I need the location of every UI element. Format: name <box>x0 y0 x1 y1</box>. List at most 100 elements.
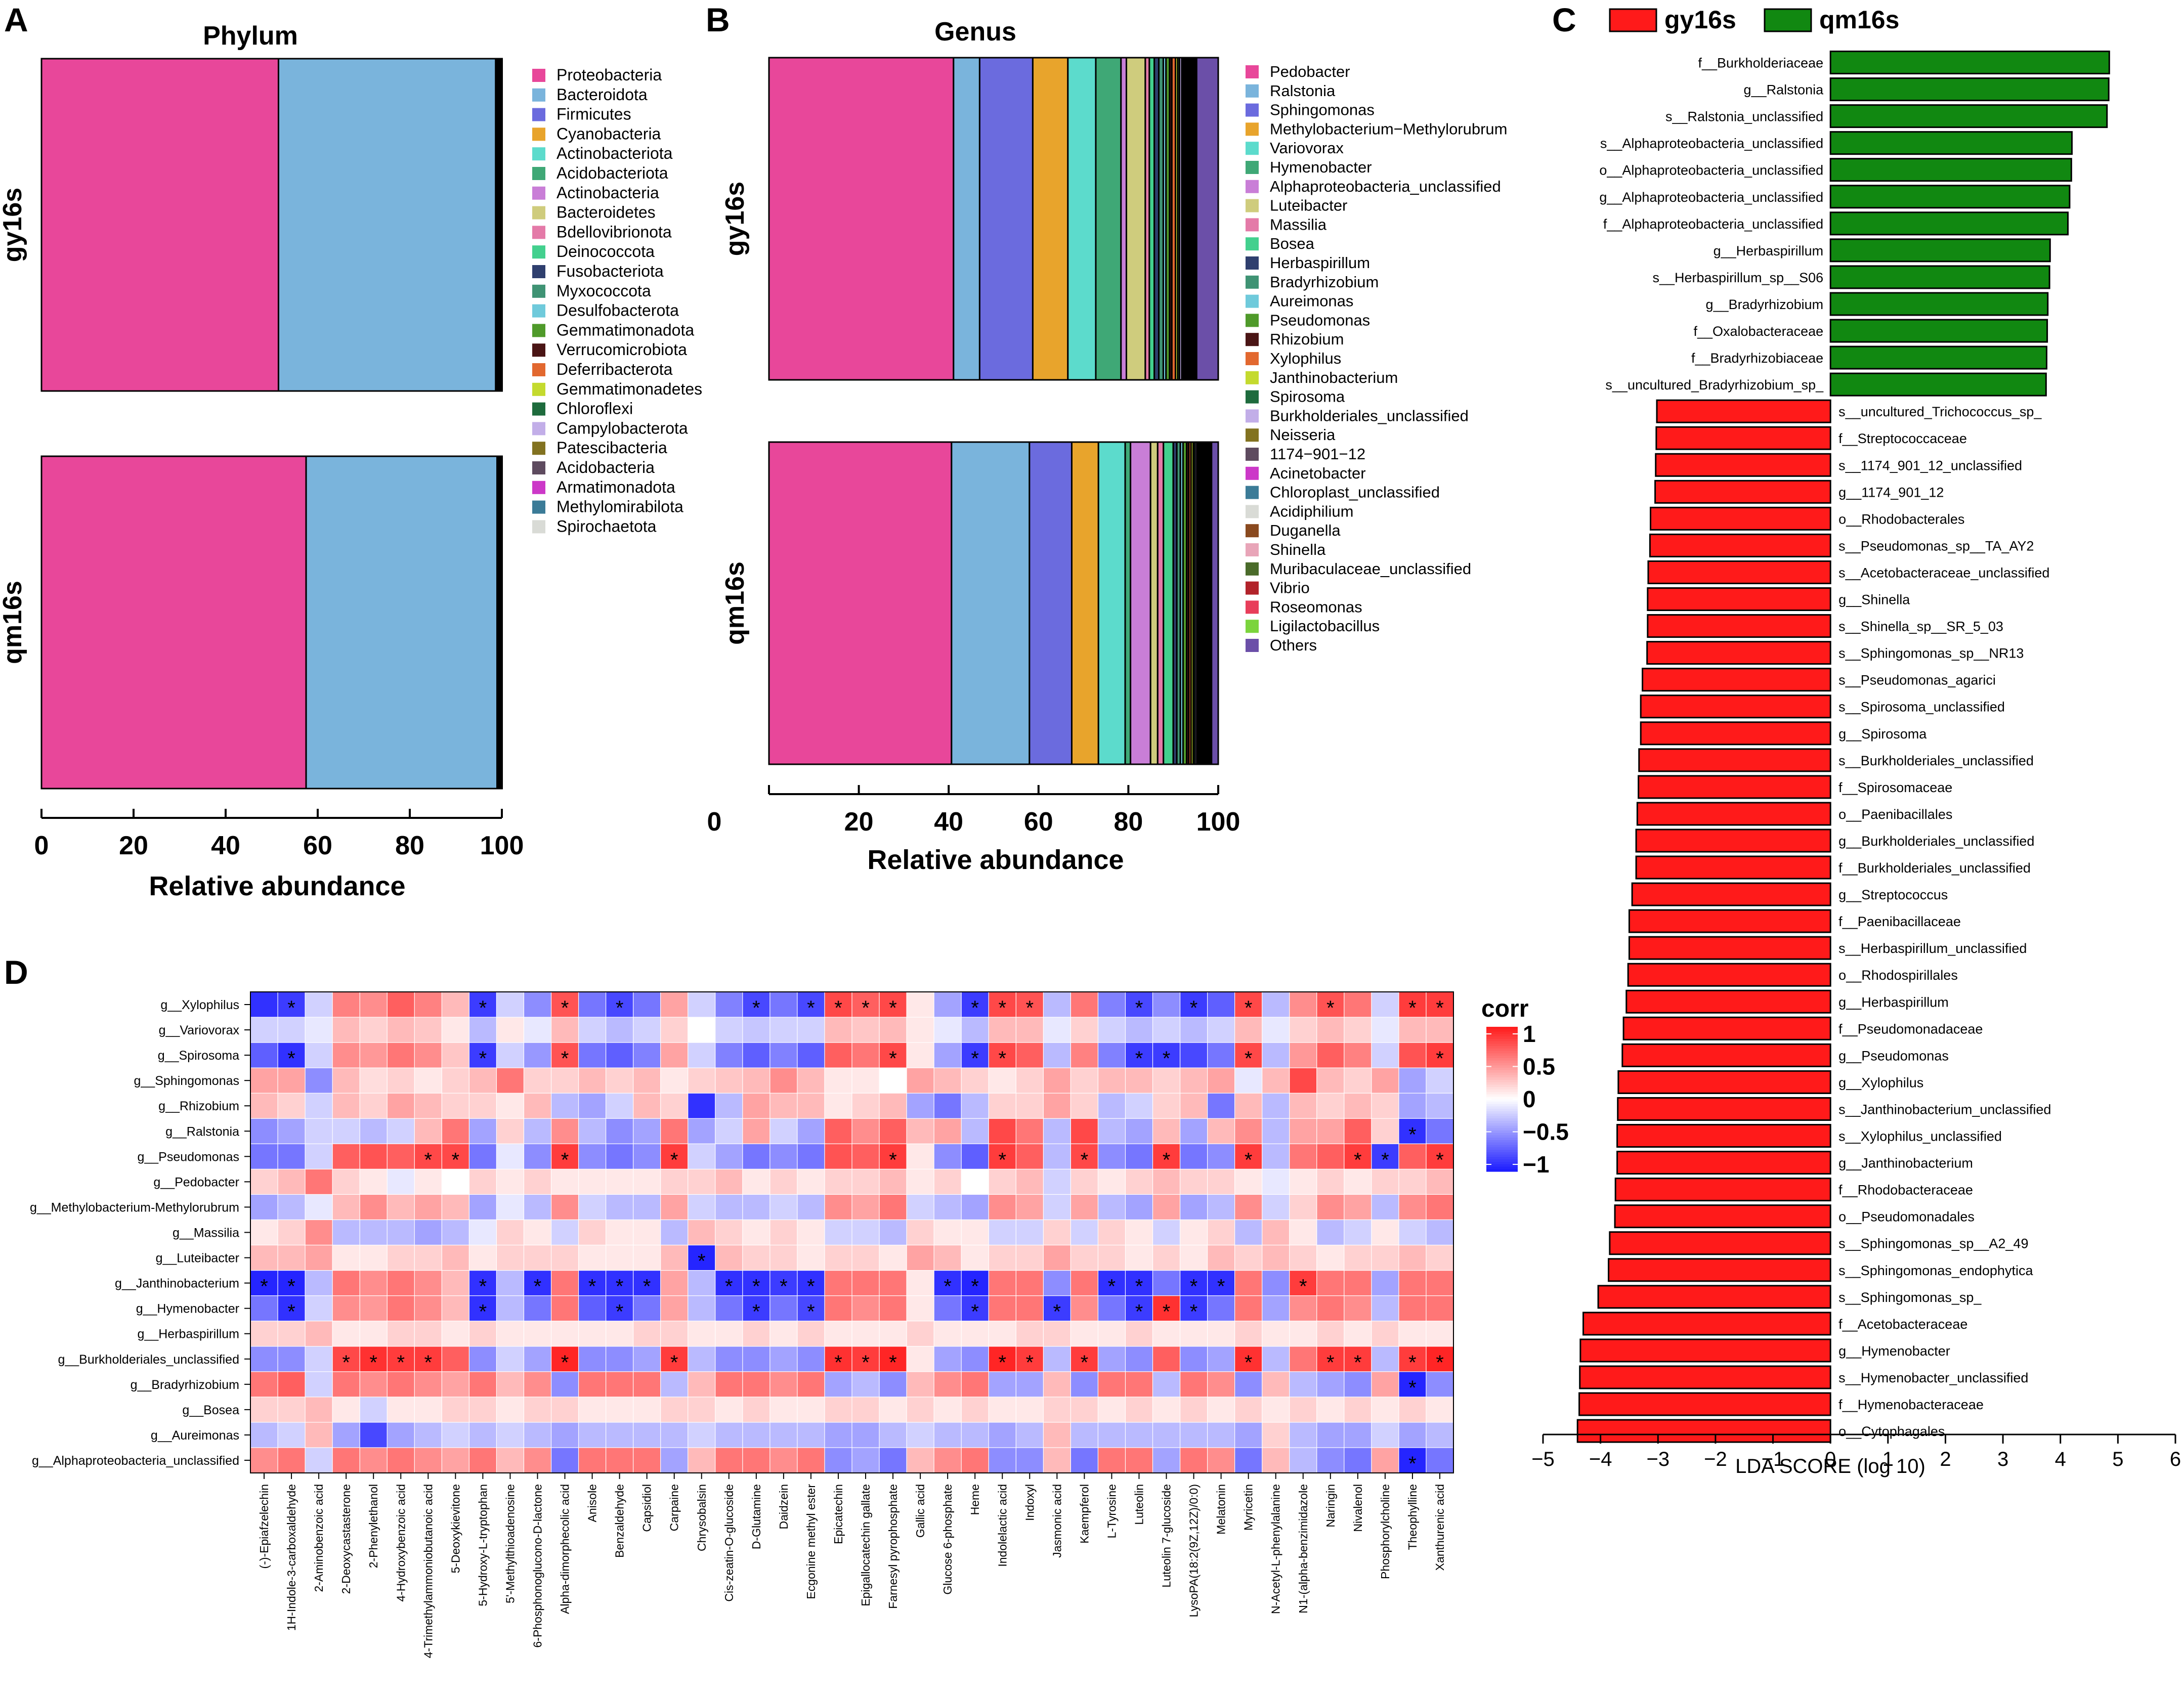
heatmap-cell <box>1207 991 1235 1018</box>
significance-star: * <box>369 1352 377 1374</box>
x-tick-label: 4 <box>2055 1448 2066 1470</box>
heatmap-cell <box>1125 1067 1153 1094</box>
lda-bar <box>1647 587 1831 612</box>
heatmap-cell <box>715 1422 743 1449</box>
heatmap-cell <box>468 1042 497 1069</box>
heatmap-cell <box>906 1397 935 1423</box>
heatmap-cell <box>359 1295 388 1322</box>
heatmap-cell <box>633 1321 661 1347</box>
significance-star: * <box>1326 997 1335 1019</box>
heatmap-cell <box>332 1422 361 1449</box>
heatmap-cell <box>578 991 607 1018</box>
heatmap-cell <box>605 1244 634 1271</box>
heatmap-cell <box>550 1295 579 1322</box>
legend-gradient-step <box>1486 1041 1518 1044</box>
heatmap-cell <box>250 1143 279 1170</box>
heatmap-cell <box>769 1321 798 1347</box>
heatmap-cell <box>797 1447 826 1474</box>
heatmap-cell <box>277 1447 306 1474</box>
heatmap-cell <box>933 1067 962 1094</box>
heatmap-cell <box>414 1194 443 1221</box>
heatmap-cell <box>1316 1371 1345 1398</box>
heatmap-cell <box>605 1042 634 1069</box>
significance-star: * <box>616 997 624 1019</box>
significance-star: * <box>479 1048 487 1070</box>
heatmap-cell <box>305 1042 333 1069</box>
heatmap-cell <box>1043 991 1072 1018</box>
legend-label: Bacteroidota <box>556 85 648 104</box>
heatmap-cell <box>1344 1422 1372 1449</box>
heatmap-cell <box>851 1067 880 1094</box>
heatmap-cell <box>1371 991 1400 1018</box>
stack-segment-qm16s-hymenobacter <box>1124 441 1132 765</box>
heatmap-cell <box>1015 1371 1044 1398</box>
lda-feature-label: o__Rhodobacterales <box>1838 511 1964 527</box>
heatmap-cell <box>688 1168 716 1195</box>
legend-swatch-bacteroidetes <box>532 206 545 220</box>
heatmap-cell <box>1289 1244 1317 1271</box>
heatmap-cell <box>851 1017 880 1043</box>
significance-star: * <box>998 1352 1006 1374</box>
heatmap-cell <box>1043 1371 1072 1398</box>
heatmap-cell <box>1207 1447 1235 1474</box>
heatmap-cell <box>933 1194 962 1221</box>
heatmap-cell <box>1070 1042 1099 1069</box>
heatmap-cell <box>1316 1244 1345 1271</box>
lda-bar <box>1638 748 1831 772</box>
heatmap-cell <box>1371 1168 1400 1195</box>
heatmap-cell <box>879 1244 908 1271</box>
heatmap-cell <box>1152 1295 1181 1322</box>
heatmap-cell <box>1398 1093 1427 1119</box>
heatmap-cell <box>633 991 661 1018</box>
heatmap-cell <box>359 1067 388 1094</box>
stack-segment-qm16s-methylobacterium-methylorubrum <box>1070 441 1099 765</box>
heatmap-cell <box>1289 1346 1317 1372</box>
heatmap-cell <box>824 1346 853 1372</box>
heatmap-cell <box>578 1371 607 1398</box>
heatmap-cell <box>359 1042 388 1069</box>
panel-a-phylum-chart: Phylum Relative abundance gy16s qm16s 0 20 4… <box>0 21 702 901</box>
heatmap-cell <box>387 1346 415 1372</box>
heatmap-cell <box>250 1042 279 1069</box>
heatmap-cell <box>605 1422 634 1449</box>
legend-label: Pseudomonas <box>1270 311 1370 329</box>
heatmap-cell <box>633 1093 661 1119</box>
heatmap-cell <box>851 1118 880 1145</box>
legend-label: Pedobacter <box>1270 63 1350 80</box>
heatmap-cell <box>387 1295 415 1322</box>
heatmap-column-label: D-Glutamine <box>750 1484 763 1549</box>
heatmap-cell <box>1179 1017 1208 1043</box>
heatmap-cell <box>468 1093 497 1119</box>
heatmap-cell <box>1097 1397 1126 1423</box>
heatmap-cell <box>387 1219 415 1246</box>
legend-gradient-step <box>1486 1056 1518 1059</box>
heatmap-cell <box>1097 1244 1126 1271</box>
legend-gradient-step <box>1486 1166 1518 1169</box>
heatmap-cell <box>250 991 279 1018</box>
heatmap-cell <box>988 1346 1017 1372</box>
heatmap-cell <box>550 1067 579 1094</box>
legend-swatch-acidiphilium <box>1246 505 1259 518</box>
significance-star: * <box>1245 1149 1253 1171</box>
heatmap-cell <box>359 1346 388 1372</box>
heatmap-cell <box>1015 1422 1044 1449</box>
heatmap-cell <box>1043 1295 1072 1322</box>
significance-star: * <box>424 1352 433 1374</box>
heatmap-cell <box>1207 1371 1235 1398</box>
legend-gradient-step <box>1486 1036 1518 1039</box>
legend-gradient-step <box>1486 1135 1518 1138</box>
heatmap-cell <box>523 1295 552 1322</box>
legend-swatch-1174-901-12 <box>1246 448 1259 461</box>
heatmap-cell <box>523 1371 552 1398</box>
heatmap-cell <box>605 1219 634 1246</box>
lda-feature-label: f__Burkholderiales_unclassified <box>1838 860 2031 876</box>
heatmap-cell <box>523 1093 552 1119</box>
heatmap-cell <box>250 1346 279 1372</box>
lda-feature-label: o__Cytophagales <box>1838 1424 1945 1439</box>
heatmap-cell <box>1234 1219 1263 1246</box>
heatmap-cell <box>1179 1067 1208 1094</box>
legend-label: Alphaproteobacteria_unclassified <box>1270 178 1501 195</box>
legend-gradient-step <box>1486 1077 1518 1080</box>
heatmap-cell <box>906 1042 935 1069</box>
heatmap-cell <box>879 1321 908 1347</box>
